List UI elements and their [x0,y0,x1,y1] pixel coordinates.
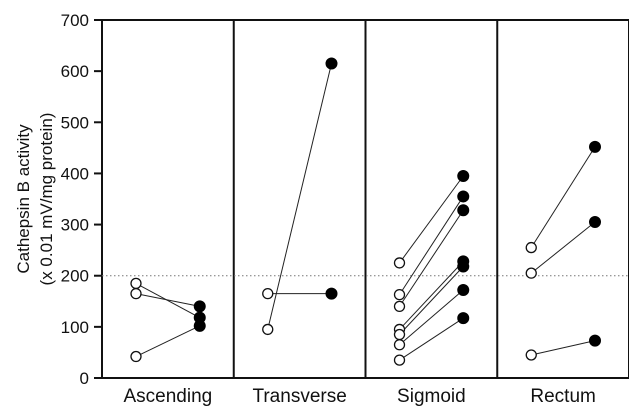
pair-connector [399,289,464,346]
y-tick-label: 200 [61,267,89,286]
filled-marker [325,287,338,300]
filled-marker [325,57,338,70]
y-tick-label: 100 [61,318,89,337]
pair-connector [399,261,464,330]
open-marker [525,241,537,254]
filled-marker [457,190,470,203]
open-marker [130,287,142,300]
y-axis: 0 100 200 300 400 500 600 700 [61,11,102,388]
filled-marker [193,300,206,313]
pair-connector [530,221,596,274]
open-marker [525,267,537,279]
open-marker [393,339,406,351]
open-marker [393,257,406,269]
y-tick-label: 300 [61,216,89,235]
y-tick-label: 400 [61,164,89,183]
open-marker [130,277,142,290]
open-marker [130,350,142,363]
pair-connector [267,63,332,330]
pair-connector [135,293,200,307]
pair-connector [135,325,200,357]
pair-connector [399,196,464,295]
filled-marker [457,260,470,273]
filled-marker [457,169,470,182]
pair-connector [530,146,596,248]
pair-connector [399,317,464,361]
y-tick-label: 600 [61,62,89,81]
filled-marker [589,140,601,153]
open-marker [393,300,406,313]
y-axis-title-line-2: (x 0.01 mV/mg protein) [37,113,56,286]
pair-connector [531,340,596,356]
filled-marker [589,216,601,229]
open-marker [525,349,537,361]
y-tick-label: 700 [61,11,89,30]
data-series [130,57,601,366]
y-tick-label: 0 [80,369,89,388]
category-label: Rectum [530,386,595,407]
category-labels: Ascending Transverse Sigmoid Rectum [124,386,596,407]
pair-connector [135,282,200,319]
category-label: Ascending [124,386,213,407]
open-marker [393,288,406,301]
open-marker [393,354,406,366]
pair-connector [399,266,464,335]
filled-marker [193,319,206,332]
filled-marker [457,284,470,297]
open-marker [262,287,274,300]
category-label: Transverse [252,386,346,407]
y-tick-label: 500 [61,113,89,132]
panels [101,19,629,379]
category-label: Sigmoid [397,386,466,407]
open-marker [262,323,274,336]
filled-marker [589,334,601,347]
pair-connector [399,209,464,307]
filled-marker [457,204,470,217]
pair-connector [399,175,464,264]
open-marker [393,328,406,341]
y-axis-title-line-1: Cathepsin B activity [14,124,33,274]
filled-marker [457,312,470,325]
